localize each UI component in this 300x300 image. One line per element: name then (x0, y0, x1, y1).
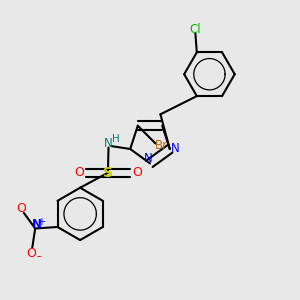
Text: N: N (171, 142, 179, 155)
Text: O: O (132, 166, 142, 179)
Text: O: O (26, 247, 36, 260)
Text: N: N (144, 152, 153, 164)
Text: O: O (16, 202, 26, 215)
Text: -: - (37, 250, 41, 262)
Text: Cl: Cl (190, 23, 201, 36)
Text: H: H (112, 134, 120, 145)
Text: Br: Br (154, 139, 167, 152)
Text: N: N (104, 137, 113, 150)
Text: +: + (37, 217, 45, 227)
Text: O: O (74, 166, 84, 179)
Text: S: S (103, 166, 113, 180)
Text: N: N (32, 218, 41, 231)
